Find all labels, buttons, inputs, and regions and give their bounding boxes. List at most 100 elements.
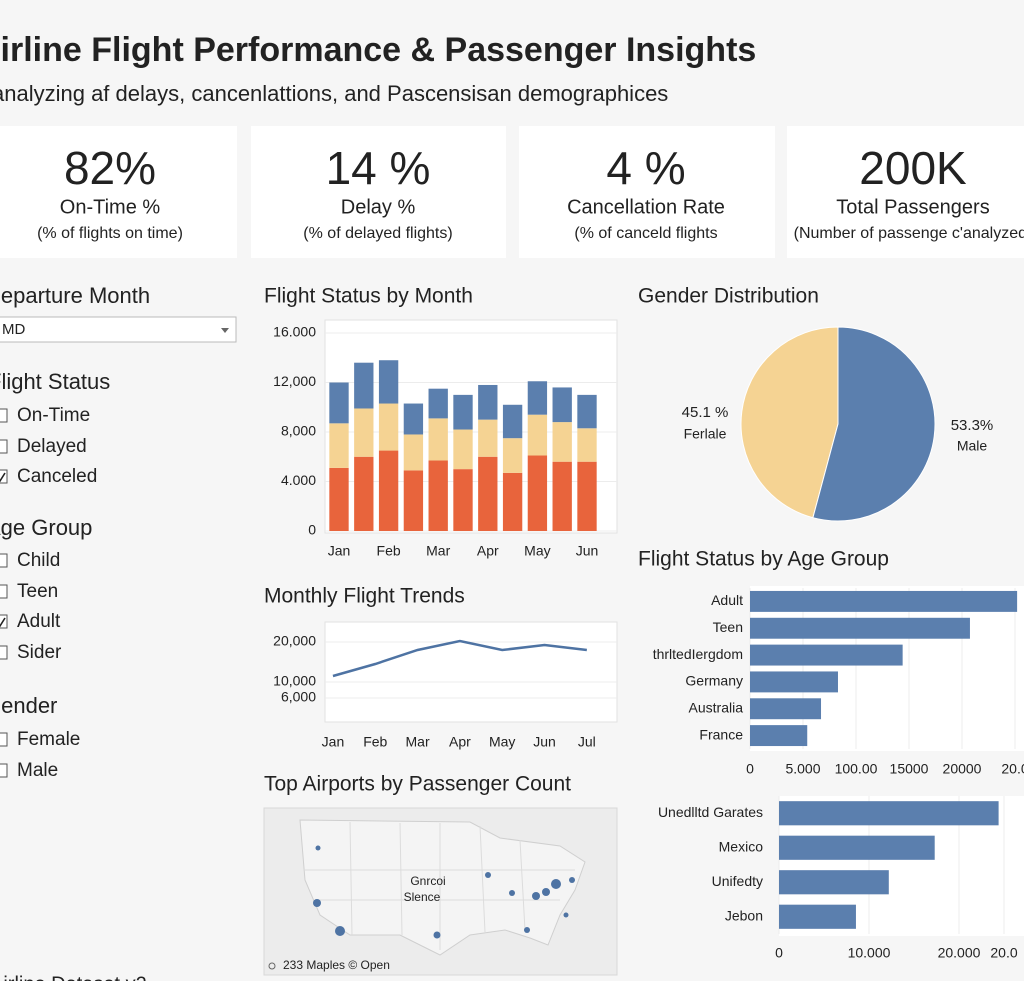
checkbox[interactable] bbox=[0, 732, 8, 747]
bar bbox=[779, 835, 935, 860]
kpi-value: 82% bbox=[64, 142, 156, 194]
y-tick-label: thrltedIergdom bbox=[653, 646, 743, 662]
bar-segment bbox=[552, 387, 572, 423]
dropdown[interactable] bbox=[0, 316, 237, 343]
bar-segment bbox=[502, 472, 523, 531]
checkbox[interactable] bbox=[0, 553, 8, 568]
chart-title: Monthly Flight Trends bbox=[264, 585, 465, 608]
kpi-value: 14 % bbox=[326, 142, 431, 194]
kpi-card bbox=[251, 126, 506, 258]
pie-slice bbox=[740, 326, 839, 519]
filter-option[interactable]: Delayed bbox=[17, 436, 87, 457]
chart-title: Flight Status by Month bbox=[264, 285, 473, 308]
bar-segment bbox=[403, 470, 424, 531]
bar bbox=[750, 644, 903, 666]
airport-dot bbox=[313, 899, 321, 907]
chart-title: Flight Status by Age Group bbox=[638, 548, 889, 571]
map-label: Gnrcoi bbox=[410, 874, 445, 888]
filter-title: Flight Status bbox=[0, 369, 110, 394]
checkbox[interactable] bbox=[0, 584, 8, 599]
filter-option[interactable]: Teen bbox=[17, 581, 58, 602]
page-subtitle: analyzing af delays, cancenlattions, and… bbox=[0, 81, 668, 106]
checkbox[interactable] bbox=[0, 763, 8, 778]
bar-segment bbox=[552, 422, 572, 462]
y-tick-label: 10,000 bbox=[273, 673, 316, 689]
y-tick-label: Teen bbox=[713, 619, 743, 635]
filter-option[interactable]: On-Time bbox=[17, 405, 90, 426]
y-tick-label: Adult bbox=[711, 592, 743, 608]
filter-option[interactable]: Male bbox=[17, 760, 58, 781]
bar-segment bbox=[378, 450, 399, 531]
airport-dot bbox=[551, 879, 561, 889]
bar-segment bbox=[428, 460, 448, 531]
x-tick-label: 20.0 bbox=[990, 945, 1017, 961]
pie-value-label: 45.1 % bbox=[682, 404, 729, 421]
filter-option[interactable]: Canceled bbox=[17, 466, 97, 487]
bar-segment bbox=[577, 461, 597, 531]
attribution-icon bbox=[268, 962, 276, 970]
filter-option[interactable]: Child bbox=[17, 550, 60, 571]
bar bbox=[750, 671, 838, 693]
kpi-value: 4 % bbox=[606, 142, 685, 194]
checkbox[interactable] bbox=[0, 645, 8, 660]
x-tick-label: Jun bbox=[576, 543, 599, 559]
bar-segment bbox=[453, 394, 473, 430]
x-tick-label: Jun bbox=[533, 734, 556, 750]
map: Gnrcoi Slence 233 Maples © Open bbox=[263, 807, 618, 976]
filter-option[interactable]: Female bbox=[17, 729, 80, 750]
bar-segment bbox=[378, 360, 399, 404]
airport-dot bbox=[509, 890, 515, 896]
airport-dot bbox=[315, 845, 321, 851]
plot-area bbox=[750, 586, 1024, 751]
kpi-label: On-Time % bbox=[60, 196, 161, 218]
filter-option[interactable]: Sider bbox=[17, 642, 62, 663]
airport-dot bbox=[542, 888, 550, 896]
kpi-note: (% of delayed flights) bbox=[303, 225, 452, 242]
kpi-note: (% of canceld flights bbox=[574, 225, 717, 242]
bar-segment bbox=[329, 467, 349, 531]
kpi-value: 200K bbox=[859, 142, 967, 194]
filter-title: Gender bbox=[0, 693, 57, 718]
bar bbox=[750, 617, 970, 639]
y-tick-label: Germany bbox=[685, 673, 743, 689]
x-tick-label: 0 bbox=[746, 761, 754, 777]
x-tick-label: 5.000 bbox=[785, 761, 820, 777]
kpi-note: (% of flights on time) bbox=[37, 225, 183, 242]
bar-segment bbox=[577, 394, 597, 429]
map-title: Top Airports by Passenger Count bbox=[264, 773, 571, 796]
kpi-note: (Number of passenge c'analyzed) bbox=[794, 225, 1024, 242]
bar bbox=[779, 904, 856, 929]
bar-segment bbox=[527, 414, 548, 456]
x-tick-label: May bbox=[489, 734, 515, 750]
filter-title: Departure Month bbox=[0, 283, 150, 308]
bar-segment bbox=[354, 408, 374, 457]
bar-segment bbox=[502, 438, 523, 473]
x-tick-label: Feb bbox=[377, 543, 401, 559]
pie-value-label: 53.3% bbox=[951, 417, 994, 434]
bar-segment bbox=[354, 362, 374, 409]
y-tick-label: 12,000 bbox=[273, 373, 316, 389]
airport-dot bbox=[524, 927, 530, 933]
filter-option[interactable]: Adult bbox=[17, 611, 61, 632]
plot-area bbox=[324, 621, 618, 723]
x-tick-label: 100.00 bbox=[835, 761, 878, 777]
bar-segment bbox=[428, 388, 448, 419]
airport-dot bbox=[433, 931, 441, 939]
checkbox[interactable] bbox=[0, 408, 8, 423]
kpi-card bbox=[519, 126, 775, 258]
x-tick-label: May bbox=[524, 543, 550, 559]
page-title: Airline Flight Performance & Passenger I… bbox=[0, 31, 756, 69]
airport-dot bbox=[335, 926, 345, 936]
x-tick-label: 20.0 bbox=[1001, 761, 1024, 777]
x-tick-label: Mar bbox=[426, 543, 450, 559]
bar-segment bbox=[403, 434, 424, 471]
bar-segment bbox=[428, 418, 448, 461]
y-tick-label: Australia bbox=[689, 699, 744, 715]
x-tick-label: Jul bbox=[578, 734, 596, 750]
dropdown-arrow bbox=[221, 328, 229, 333]
x-tick-label: 20000 bbox=[943, 761, 982, 777]
airport-dot bbox=[532, 892, 540, 900]
y-tick-label: 16.000 bbox=[273, 324, 316, 340]
checkbox[interactable] bbox=[0, 439, 8, 454]
